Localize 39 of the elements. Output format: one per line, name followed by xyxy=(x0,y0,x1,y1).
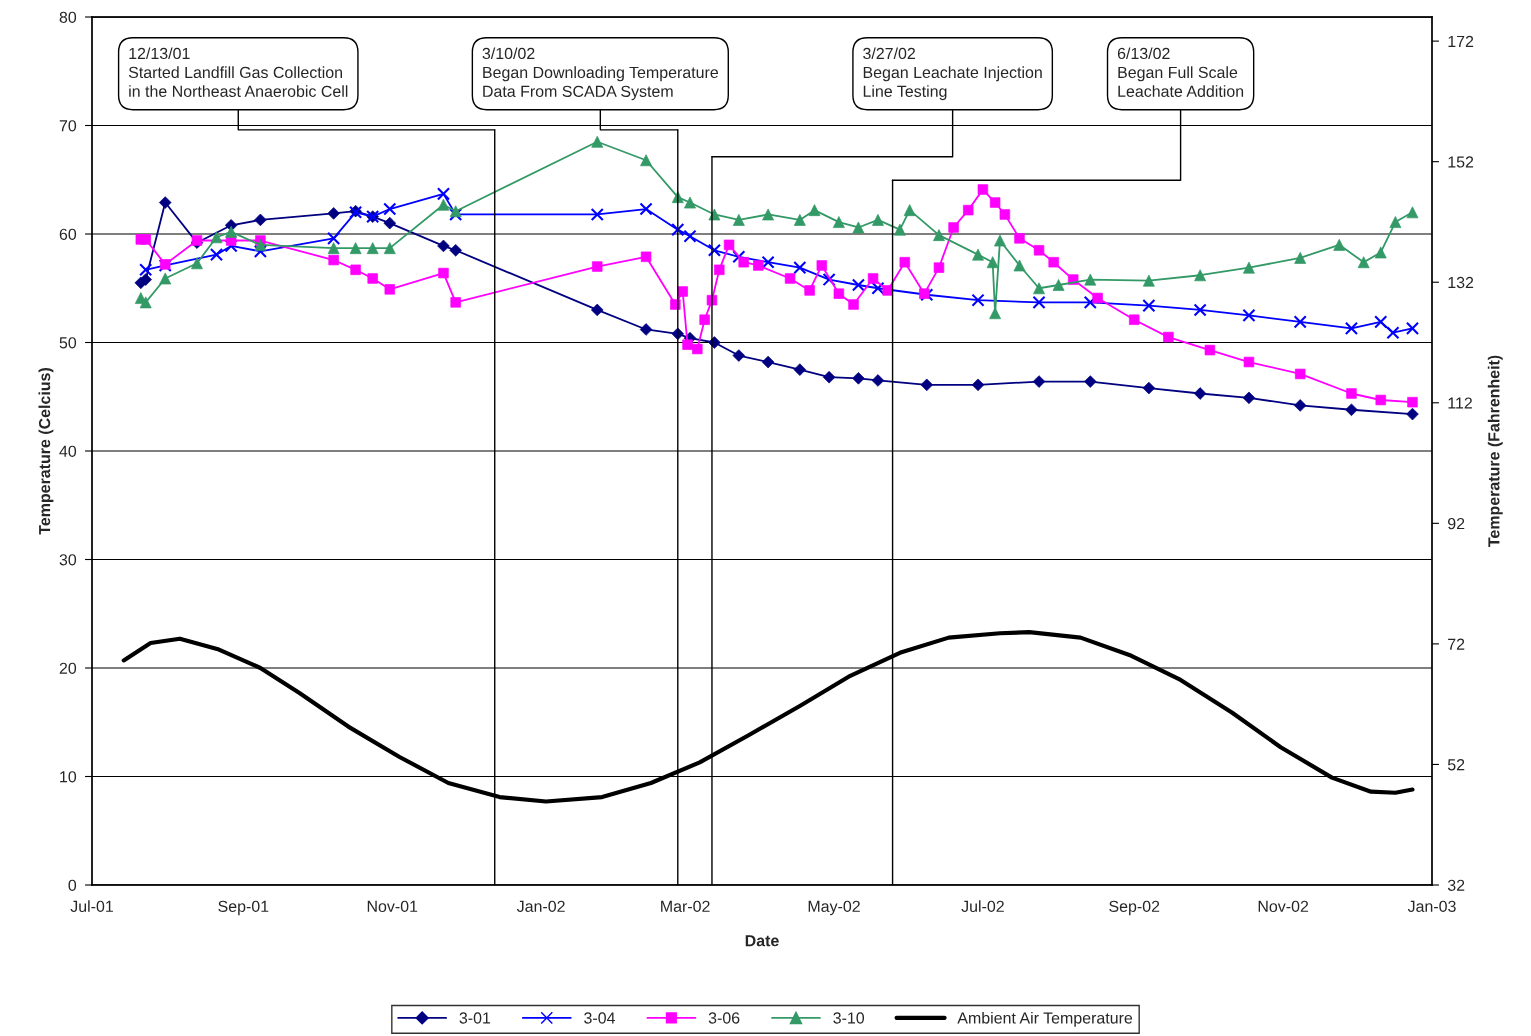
y2-tick-label: 52 xyxy=(1447,759,1465,771)
x-tick-label: Mar-02 xyxy=(661,900,710,913)
y2-tick-label: 92 xyxy=(1448,517,1465,530)
ref-line-label: 12/13/01 Started Landfill Gas Collection in the Northeast Anaerobic Cell xyxy=(128,47,348,97)
ref-line-label: 3/10/02 Began Downloading Temperature Data From SCADA System xyxy=(482,47,719,101)
x-tick-label: Jul-01 xyxy=(70,900,113,913)
y2-tick-label: 112 xyxy=(1448,397,1472,409)
legend-label: 3-01 xyxy=(459,1012,491,1024)
y-tick-label: 70 xyxy=(59,120,77,132)
y-tick-label: 20 xyxy=(59,662,77,674)
y-axis-title: Temperature (Celcius) xyxy=(38,368,54,535)
y-tick-label: 50 xyxy=(59,337,77,349)
y2-tick-label: 132 xyxy=(1448,276,1474,289)
legend-label: 3-04 xyxy=(584,1012,616,1024)
y-tick-label: 0 xyxy=(68,879,77,891)
x-tick-label: Jul-02 xyxy=(961,900,1004,913)
y-tick-label: 30 xyxy=(59,554,77,566)
x-tick-label: Jan-03 xyxy=(1407,900,1456,913)
y-tick-label: 10 xyxy=(60,771,77,783)
y2-tick-label: 172 xyxy=(1448,35,1474,47)
x-tick-label: Jan-02 xyxy=(516,900,565,913)
x-tick-label: May-02 xyxy=(808,900,860,916)
x-axis-title: Date xyxy=(745,935,779,947)
ref-line-label: 6/13/02 Began Full Scale Leachate Addition xyxy=(1117,47,1244,97)
legend-label: 3-10 xyxy=(833,1012,865,1024)
y-tick-label: 60 xyxy=(59,228,77,240)
y2-axis-title: Temperature (Fahrenheit) xyxy=(1487,355,1503,547)
legend-label: Ambient Air Temperature xyxy=(957,1011,1133,1027)
x-tick-label: Sep-02 xyxy=(1109,900,1160,916)
y-tick-label: 80 xyxy=(59,11,77,23)
x-tick-label: Nov-02 xyxy=(1258,900,1309,913)
legend-label: 3-06 xyxy=(708,1012,740,1024)
ref-line-label: 3/27/02 Began Leachate Injection Line Testing xyxy=(863,47,1042,101)
x-tick-label: Nov-01 xyxy=(367,900,418,913)
y-tick-label: 40 xyxy=(59,445,77,457)
y2-tick-label: 32 xyxy=(1447,879,1465,891)
y2-tick-label: 152 xyxy=(1448,156,1474,168)
x-tick-label: Sep-01 xyxy=(218,900,269,916)
y2-tick-label: 72 xyxy=(1448,638,1465,650)
